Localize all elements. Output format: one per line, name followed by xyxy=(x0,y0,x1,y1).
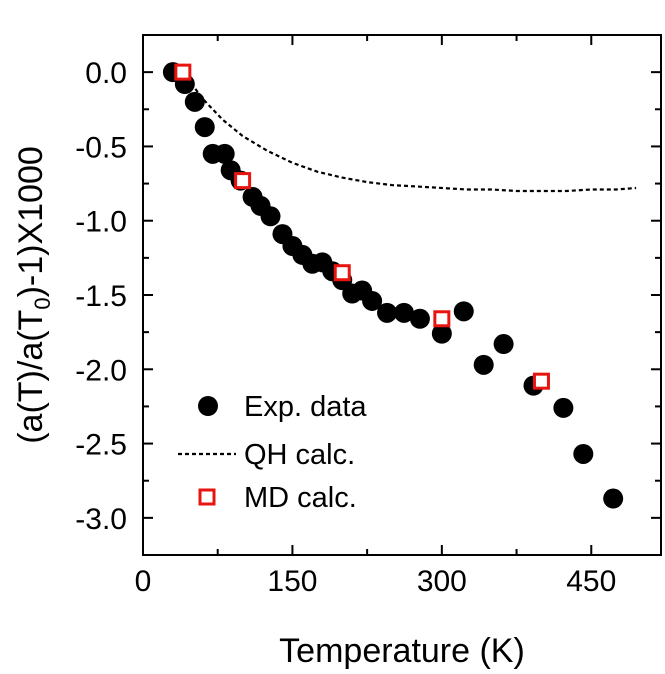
legend-label-md-calc: MD calc. xyxy=(244,482,357,514)
md-calc-point xyxy=(234,172,252,190)
qh-calc-line-layer xyxy=(181,71,637,193)
legend: Exp. data QH calc. MD calc. xyxy=(178,391,367,514)
exp-data-point xyxy=(194,117,215,138)
exp-data-point xyxy=(409,308,430,329)
y-tick-label: -1.5 xyxy=(75,280,127,313)
y-tick-label: -3.0 xyxy=(75,503,127,536)
x-tick-label: 300 xyxy=(417,565,467,598)
y-tick-label: -1.0 xyxy=(75,206,127,239)
y-axis-title-main: (a(T)/a(T xyxy=(12,310,50,444)
x-tick-labels: 0 150 300 450 xyxy=(135,565,617,598)
y-axis-title: (a(T)/a(T0)-1)X1000 xyxy=(12,146,55,444)
legend-marker-md-calc xyxy=(198,488,216,506)
legend-label-exp-data: Exp. data xyxy=(244,391,367,423)
y-tick-label: -0.5 xyxy=(75,131,127,164)
exp-data-point xyxy=(393,302,414,323)
md-calc-point xyxy=(532,372,550,390)
y-tick-label: -2.0 xyxy=(75,354,127,387)
legend-marker-exp-data xyxy=(198,396,218,416)
exp-data-point xyxy=(214,143,235,164)
exp-data-point xyxy=(362,290,383,311)
exp-data-point xyxy=(260,206,281,227)
exp-data-point xyxy=(603,488,624,509)
exp-data-point xyxy=(553,397,574,418)
y-tick-labels: 0.0 -0.5 -1.0 -1.5 -2.0 -2.5 -3.0 xyxy=(75,57,127,536)
exp-data-point xyxy=(493,334,514,355)
exp-data-point xyxy=(377,302,398,323)
md-calc-point xyxy=(333,264,351,282)
minor-ticks xyxy=(143,35,661,555)
x-tick-label: 150 xyxy=(267,565,317,598)
y-axis-title-tail: )-1)X1000 xyxy=(12,146,50,297)
qh-calc-line xyxy=(181,71,637,193)
exp-data-point xyxy=(453,301,474,322)
legend-label-qh-calc: QH calc. xyxy=(244,439,355,471)
plot-frame xyxy=(142,34,662,556)
x-axis-title: Temperature (K) xyxy=(279,632,525,670)
y-tick-label: -2.5 xyxy=(75,429,127,462)
exp-data-point xyxy=(431,323,452,344)
y-axis-title-subscript: 0 xyxy=(30,297,55,309)
exp-data-point xyxy=(573,443,594,464)
exp-data-points-layer xyxy=(162,62,624,509)
x-tick-label: 0 xyxy=(135,565,152,598)
md-calc-points-layer xyxy=(174,63,550,390)
x-tick-label: 450 xyxy=(566,565,616,598)
y-tick-label: 0.0 xyxy=(85,57,127,90)
exp-data-point xyxy=(184,91,205,112)
md-calc-point xyxy=(174,63,192,81)
exp-data-point xyxy=(473,354,494,375)
major-ticks xyxy=(142,35,661,555)
md-calc-point xyxy=(433,310,451,328)
